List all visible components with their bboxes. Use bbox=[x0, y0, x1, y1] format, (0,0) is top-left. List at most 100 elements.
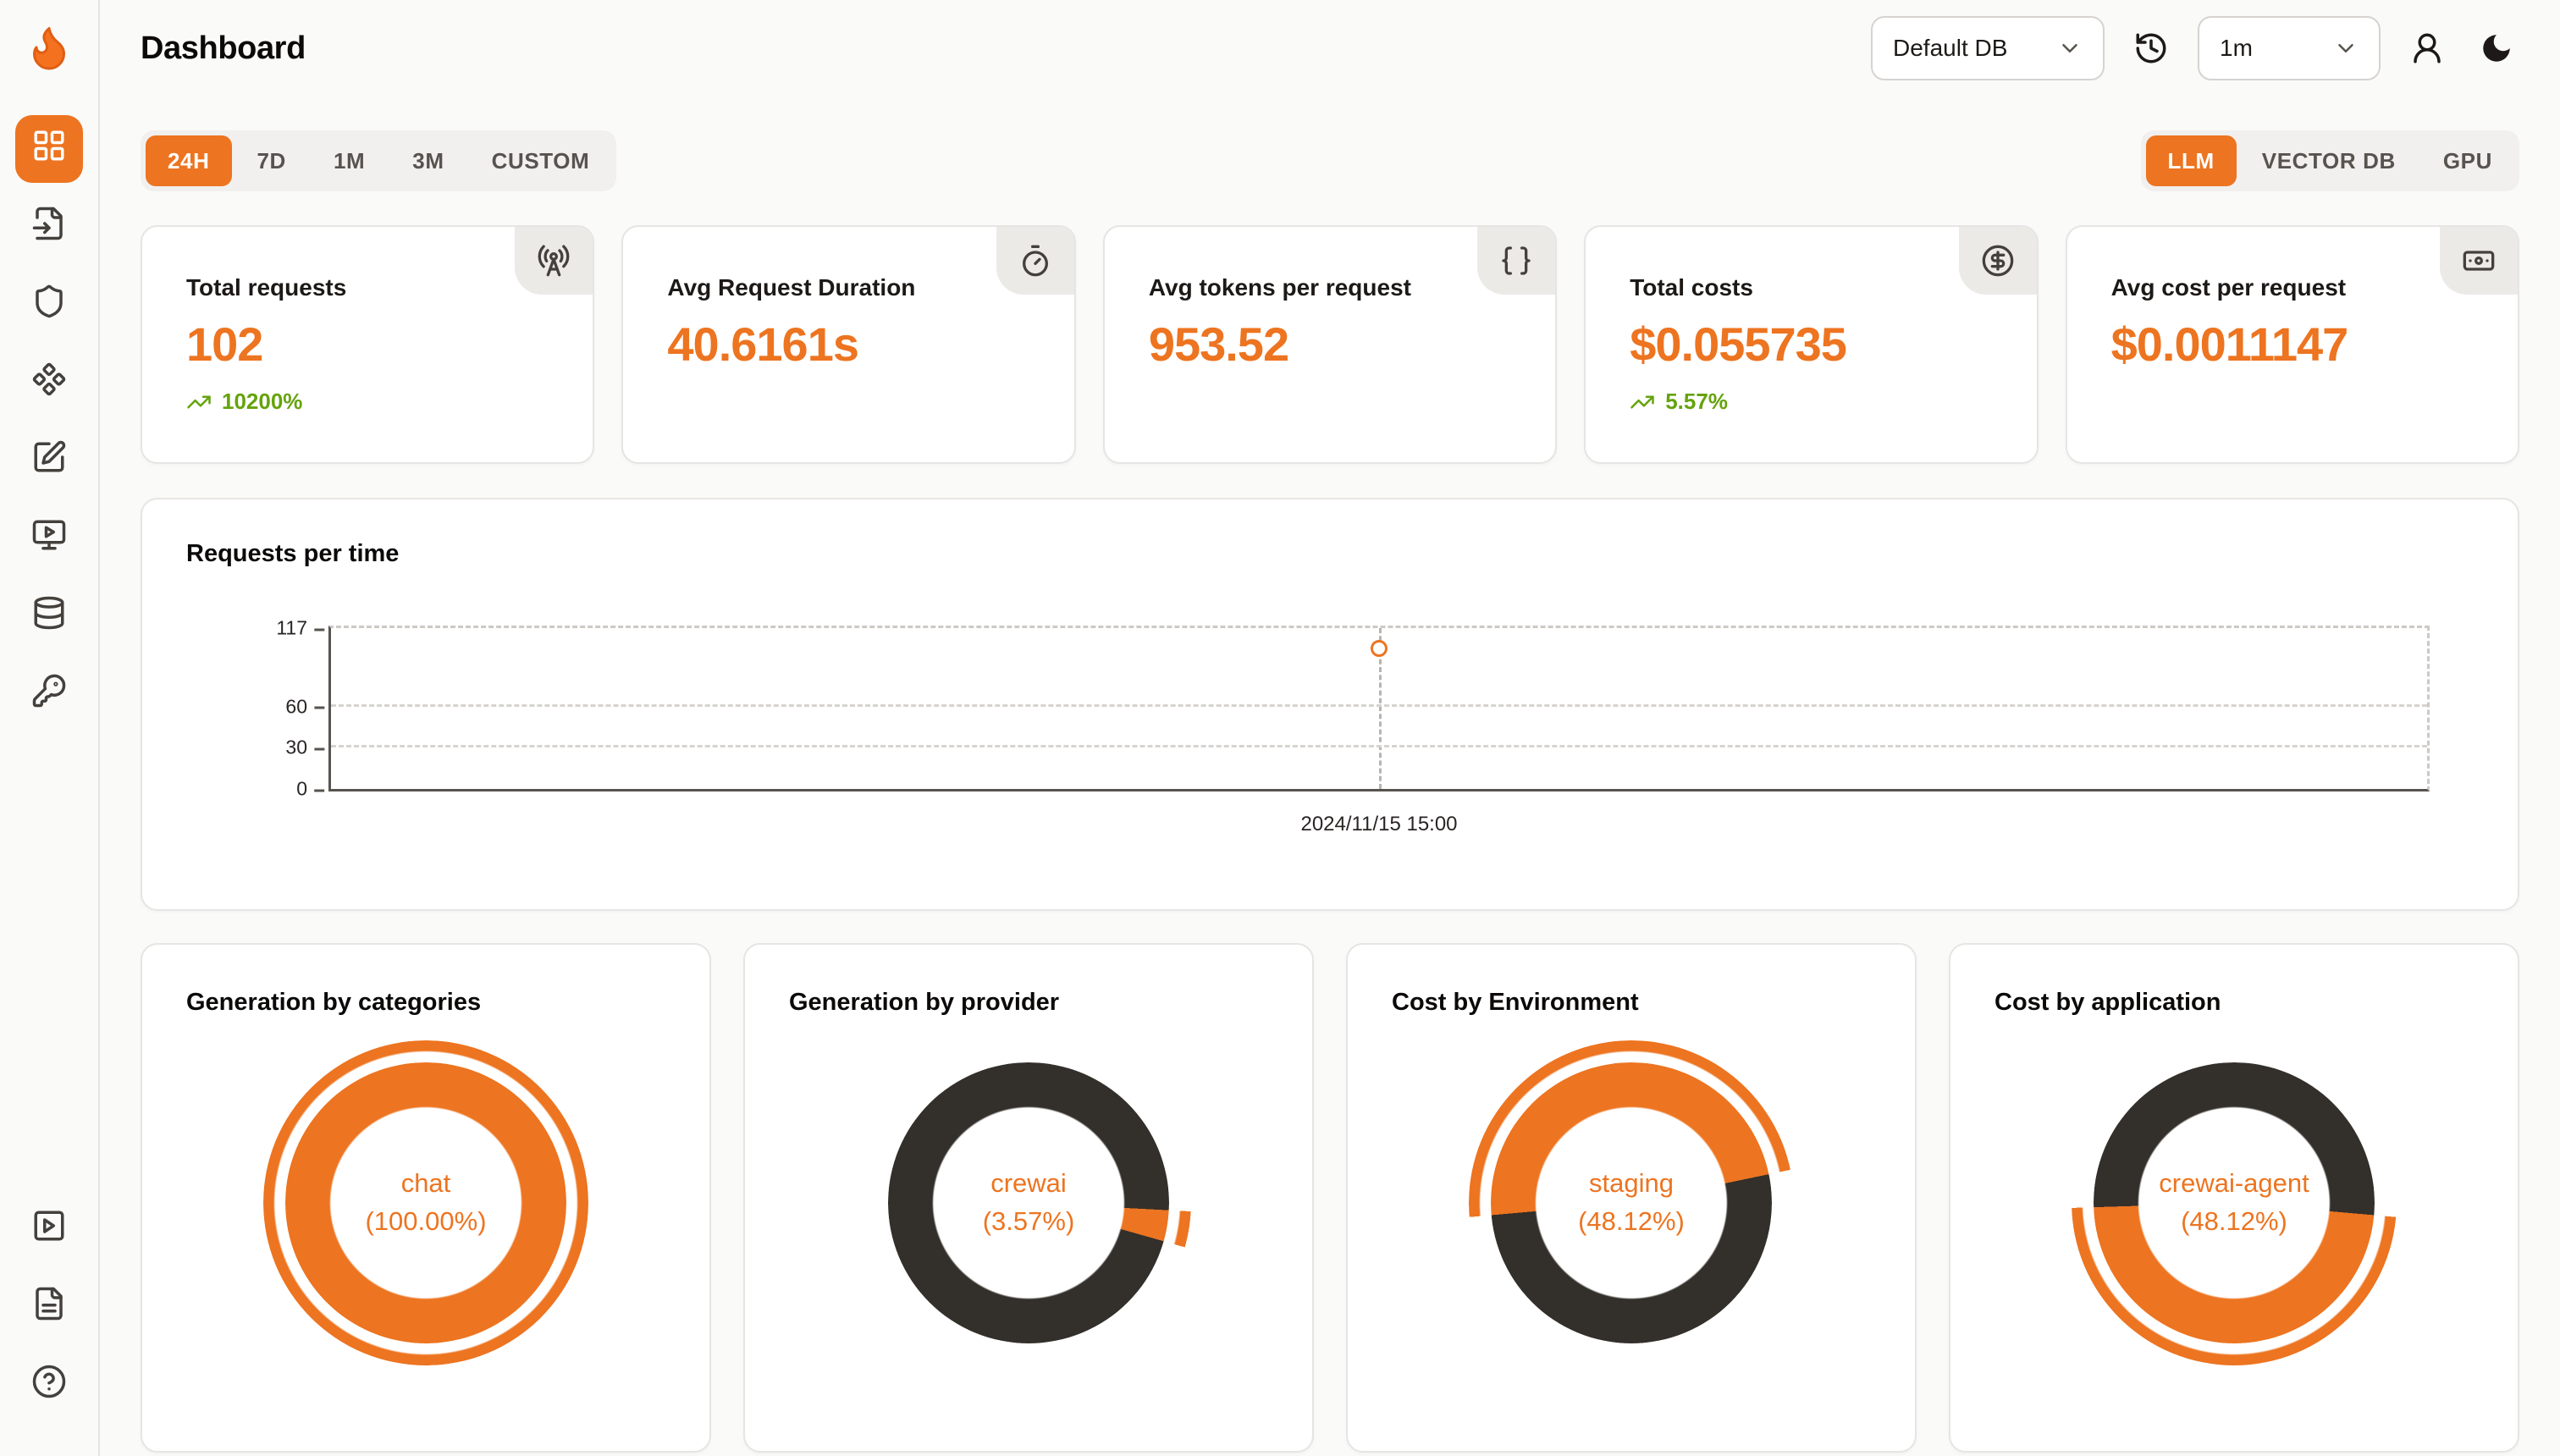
cursor-line bbox=[1379, 628, 1382, 789]
sidebar-item-datasets[interactable] bbox=[15, 582, 83, 650]
header-controls: Default DB 1m bbox=[1871, 16, 2519, 80]
donut-ring bbox=[888, 1062, 1169, 1343]
source-tabs: LLM VECTOR DB GPU bbox=[2140, 130, 2519, 191]
sidebar-bottom bbox=[15, 1195, 83, 1429]
timer-icon bbox=[996, 227, 1074, 295]
chart-title: Requests per time bbox=[186, 540, 400, 567]
database-icon bbox=[31, 595, 67, 637]
x-axis-label: 2024/11/15 15:00 bbox=[1300, 813, 1458, 836]
data-point-marker[interactable] bbox=[1371, 640, 1388, 658]
tab-1m[interactable]: 1M bbox=[312, 135, 387, 186]
radio-tower-icon bbox=[515, 227, 593, 295]
stat-value: 953.52 bbox=[1148, 317, 1289, 371]
key-icon bbox=[31, 673, 67, 715]
stat-card-total-requests: Total requests 102 10200% bbox=[141, 225, 595, 464]
sidebar-item-dashboard[interactable] bbox=[15, 115, 83, 183]
file-input-icon bbox=[31, 206, 67, 248]
donut-card-provider: Generation by provider crewai (3.57%) bbox=[743, 943, 1314, 1453]
tab-24h[interactable]: 24H bbox=[146, 135, 232, 186]
tab-3m[interactable]: 3M bbox=[390, 135, 466, 186]
requests-chart-card: Requests per time 2024/11/15 15:00 0 30 60… bbox=[141, 498, 2519, 911]
sidebar bbox=[0, 0, 100, 1456]
interval-select[interactable]: 1m bbox=[2198, 16, 2381, 80]
donut-title: Generation by categories bbox=[186, 989, 482, 1016]
tab-gpu[interactable]: GPU bbox=[2421, 135, 2514, 186]
stat-delta: 5.57% bbox=[1630, 389, 2036, 415]
stat-card-avg-tokens: Avg tokens per request 953.52 bbox=[1102, 225, 1558, 464]
tab-7d[interactable]: 7D bbox=[235, 135, 308, 186]
donut-chart-categories[interactable]: chat (100.00%) bbox=[263, 1040, 588, 1365]
sidebar-nav bbox=[15, 115, 83, 738]
stats-row: Total requests 102 10200% Avg Request Du… bbox=[100, 225, 2560, 464]
tab-custom[interactable]: CUSTOM bbox=[470, 135, 612, 186]
database-select-value: Default DB bbox=[1893, 35, 2008, 61]
circle-dollar-icon bbox=[1958, 227, 2037, 295]
shield-icon bbox=[31, 284, 67, 326]
layout-grid-icon bbox=[31, 128, 67, 170]
file-text-icon bbox=[31, 1286, 67, 1328]
donut-center-label: crewai-agent (48.12%) bbox=[2159, 1168, 2309, 1236]
history-icon[interactable] bbox=[2128, 25, 2174, 71]
trending-up-icon bbox=[187, 395, 211, 408]
stat-delta-value: 10200% bbox=[222, 389, 303, 414]
donut-card-application: Cost by application crewai-agent (48.12%… bbox=[1949, 943, 2519, 1453]
chevron-down-icon bbox=[2062, 44, 2077, 52]
donut-card-categories: Generation by categories chat (100.00%) bbox=[141, 943, 711, 1453]
sidebar-item-annotations[interactable] bbox=[15, 427, 83, 494]
sidebar-item-models[interactable] bbox=[15, 349, 83, 416]
donut-ring bbox=[1491, 1062, 1772, 1343]
stat-card-avg-duration: Avg Request Duration 40.6161s bbox=[621, 225, 1076, 464]
stat-value: $0.055735 bbox=[1630, 317, 1847, 371]
donut-center-label: crewai (3.57%) bbox=[982, 1168, 1075, 1236]
banknote-icon bbox=[2440, 227, 2519, 295]
donut-ring bbox=[285, 1062, 566, 1343]
donut-card-environment: Cost by Environment staging (48.12%) bbox=[1346, 943, 1917, 1453]
donut-title: Cost by Environment bbox=[1392, 989, 1639, 1016]
user-icon[interactable] bbox=[2404, 25, 2450, 71]
monitor-play-icon bbox=[31, 517, 67, 560]
donut-row: Generation by categories chat (100.00%) … bbox=[100, 943, 2560, 1453]
stat-label: Total costs bbox=[1630, 274, 1753, 301]
tab-llm[interactable]: LLM bbox=[2145, 135, 2237, 186]
donut-center-label: chat (100.00%) bbox=[365, 1168, 487, 1236]
stat-label: Total requests bbox=[186, 274, 347, 301]
stat-label: Avg Request Duration bbox=[667, 274, 916, 301]
donut-center-label: staging (48.12%) bbox=[1578, 1168, 1685, 1236]
stat-label: Avg cost per request bbox=[2110, 274, 2347, 301]
page-title: Dashboard bbox=[141, 30, 306, 66]
sidebar-item-demo[interactable] bbox=[15, 1195, 83, 1263]
tab-vector-db[interactable]: VECTOR DB bbox=[2240, 135, 2418, 186]
component-icon bbox=[31, 361, 67, 404]
stat-value: 40.6161s bbox=[667, 317, 859, 371]
database-select[interactable]: Default DB bbox=[1871, 16, 2105, 80]
stat-delta: 10200% bbox=[186, 389, 593, 415]
dark-mode-moon-icon[interactable] bbox=[2474, 25, 2519, 71]
square-pen-icon bbox=[31, 439, 67, 482]
help-circle-icon bbox=[31, 1364, 67, 1406]
donut-chart-provider[interactable]: crewai (3.57%) bbox=[866, 1040, 1191, 1365]
sidebar-item-api-keys[interactable] bbox=[15, 660, 83, 728]
stat-label: Avg tokens per request bbox=[1148, 274, 1411, 301]
donut-title: Cost by application bbox=[1994, 989, 2221, 1016]
sidebar-item-traces[interactable] bbox=[15, 193, 83, 261]
sidebar-item-playground[interactable] bbox=[15, 505, 83, 572]
stat-card-total-costs: Total costs $0.055735 5.57% bbox=[1584, 225, 2039, 464]
app-logo-flame-icon[interactable] bbox=[22, 20, 76, 74]
chevron-down-icon bbox=[2338, 44, 2353, 52]
plot-area: 2024/11/15 15:00 0 30 60 117 bbox=[276, 617, 2430, 836]
donut-chart-environment[interactable]: staging (48.12%) bbox=[1469, 1040, 1794, 1365]
trending-up-icon bbox=[1630, 395, 1654, 408]
header: Dashboard Default DB 1m bbox=[100, 0, 2560, 97]
donut-title: Generation by provider bbox=[789, 989, 1060, 1016]
sidebar-item-docs[interactable] bbox=[15, 1273, 83, 1341]
stat-card-avg-cost: Avg cost per request $0.0011147 bbox=[2065, 225, 2520, 464]
stat-delta-value: 5.57% bbox=[1665, 389, 1728, 414]
sidebar-item-security[interactable] bbox=[15, 271, 83, 339]
time-range-tabs: 24H 7D 1M 3M CUSTOM bbox=[141, 130, 617, 191]
stat-value: 102 bbox=[186, 317, 263, 371]
main-content: Dashboard Default DB 1m bbox=[100, 0, 2560, 1456]
interval-select-value: 1m bbox=[2220, 35, 2253, 61]
donut-chart-application[interactable]: crewai-agent (48.12%) bbox=[2072, 1040, 2397, 1365]
sidebar-item-help[interactable] bbox=[15, 1351, 83, 1419]
